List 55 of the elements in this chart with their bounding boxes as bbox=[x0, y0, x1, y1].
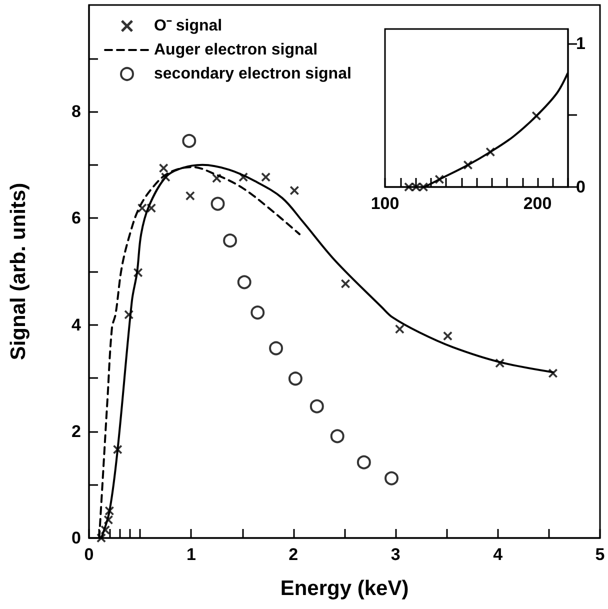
point bbox=[356, 455, 371, 470]
x-tick-label: 0 bbox=[84, 545, 94, 564]
x-tick-label: 1 bbox=[186, 545, 196, 564]
legend-label: Auger electron signal bbox=[154, 42, 318, 58]
point bbox=[146, 204, 156, 213]
x-tick-label: 5 bbox=[595, 545, 605, 564]
point bbox=[443, 331, 452, 340]
y-tick-label: 2 bbox=[72, 422, 81, 441]
point bbox=[238, 172, 248, 182]
y-tick-label: 6 bbox=[72, 208, 81, 228]
point bbox=[418, 182, 428, 192]
point bbox=[341, 279, 350, 288]
x-tick-label: 2 bbox=[288, 545, 298, 564]
point bbox=[237, 275, 252, 290]
point bbox=[182, 134, 196, 148]
x-tick-label: 3 bbox=[390, 545, 400, 564]
point bbox=[212, 174, 222, 183]
point bbox=[159, 164, 168, 173]
point bbox=[138, 204, 147, 213]
point bbox=[434, 174, 444, 184]
y-tick-label: 8 bbox=[72, 102, 81, 122]
point bbox=[161, 172, 170, 182]
point bbox=[134, 268, 143, 278]
point bbox=[486, 147, 495, 156]
point bbox=[532, 111, 541, 120]
x-tick-label: 100 bbox=[370, 194, 400, 213]
point bbox=[124, 310, 134, 320]
y-tick-label: 4 bbox=[72, 315, 82, 334]
point bbox=[384, 471, 399, 486]
x-tick-label: 200 bbox=[523, 194, 552, 213]
legend-label: secondary electron signal bbox=[154, 66, 352, 82]
x-tick-label: 4 bbox=[493, 545, 504, 564]
y-axis-title: Signal (arb. units) bbox=[7, 182, 30, 360]
point bbox=[104, 506, 114, 516]
point bbox=[269, 341, 284, 356]
point bbox=[261, 172, 270, 182]
x-axis-title: Energy (keV) bbox=[280, 577, 409, 600]
point bbox=[395, 324, 404, 334]
point bbox=[104, 515, 113, 524]
point bbox=[548, 368, 558, 378]
point bbox=[100, 526, 110, 535]
point bbox=[288, 372, 302, 386]
point bbox=[113, 445, 122, 454]
y-tick-label: 0 bbox=[72, 528, 81, 548]
point bbox=[186, 191, 195, 200]
point bbox=[290, 186, 299, 195]
point bbox=[96, 534, 106, 542]
point bbox=[210, 196, 225, 211]
point bbox=[223, 234, 238, 248]
point bbox=[250, 306, 265, 320]
point bbox=[495, 358, 504, 368]
point bbox=[463, 160, 472, 170]
point bbox=[310, 399, 324, 414]
legend-label: O⁻ signal bbox=[154, 18, 222, 34]
point bbox=[330, 429, 344, 444]
